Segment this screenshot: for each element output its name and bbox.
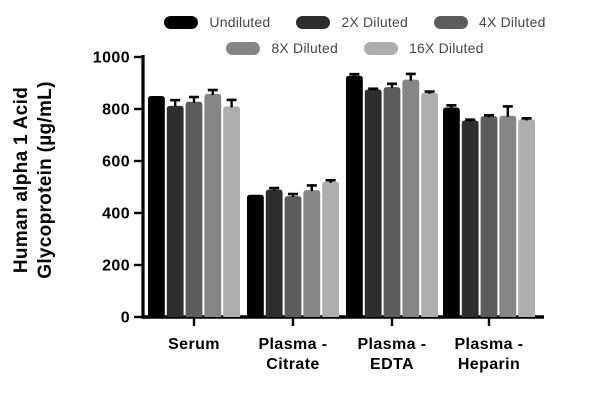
legend-item-8x-diluted: 8X Diluted <box>226 40 338 56</box>
x-label-plasma-edta: Plasma -EDTA <box>357 336 426 373</box>
bar-16x-diluted-serum <box>223 106 240 318</box>
legend-item-undiluted: Undiluted <box>164 14 270 30</box>
legend-label-16x-diluted: 16X Diluted <box>409 40 484 56</box>
bar-undiluted-plasma-edta <box>346 75 363 317</box>
bar-2x-diluted-plasma-edta <box>364 89 382 317</box>
legend-item-2x-diluted: 2X Diluted <box>296 14 408 30</box>
legend-row-1: Undiluted 2X Diluted 4X Diluted <box>164 14 545 30</box>
x-label-plasma-heparin: Plasma -Heparin <box>454 336 523 373</box>
y-tick-label-200: 200 <box>102 258 130 275</box>
bar-4x-diluted-plasma-edta <box>383 87 401 317</box>
bar-8x-diluted-serum <box>204 93 222 317</box>
y-tick-label-0: 0 <box>121 310 130 327</box>
y-tick-label-600: 600 <box>102 154 130 171</box>
legend-row-2: 8X Diluted 16X Diluted <box>226 40 483 56</box>
legend-label-8x-diluted: 8X Diluted <box>271 40 338 56</box>
x-label-serum: Serum <box>168 336 220 353</box>
bar-8x-diluted-plasma-edta <box>402 79 420 318</box>
bar-4x-diluted-plasma-heparin <box>480 116 498 317</box>
bar-2x-diluted-serum <box>166 105 184 317</box>
legend-label-4x-diluted: 4X Diluted <box>478 14 546 30</box>
x-label-plasma-citrate: Plasma -Citrate <box>258 336 327 373</box>
y-tick-label-1000: 1000 <box>93 50 130 67</box>
legend-swatch-undiluted <box>164 15 199 29</box>
bar-2x-diluted-plasma-citrate <box>265 189 283 317</box>
legend-swatch-2x-diluted <box>296 15 331 29</box>
y-tick-label-400: 400 <box>102 206 130 223</box>
legend-swatch-16x-diluted <box>364 41 398 55</box>
y-tick-label-800: 800 <box>102 102 130 119</box>
legend-swatch-4x-diluted <box>433 15 468 29</box>
bar-4x-diluted-serum <box>185 101 203 317</box>
bar-2x-diluted-plasma-heparin <box>461 120 479 317</box>
bar-undiluted-serum <box>148 96 165 317</box>
legend-swatch-8x-diluted <box>226 41 261 55</box>
chart-legend: Undiluted 2X Diluted 4X Diluted 8X Diluted 1… <box>135 14 575 56</box>
legend-item-4x-diluted: 4X Diluted <box>433 14 546 30</box>
bar-16x-diluted-plasma-heparin <box>518 119 535 318</box>
legend-label-undiluted: Undiluted <box>209 14 271 30</box>
bar-16x-diluted-plasma-citrate <box>322 181 339 317</box>
bar-undiluted-plasma-heparin <box>443 107 460 317</box>
bar-8x-diluted-plasma-heparin <box>499 115 517 317</box>
bar-4x-diluted-plasma-citrate <box>284 196 302 317</box>
bar-8x-diluted-plasma-citrate <box>303 190 321 317</box>
bar-16x-diluted-plasma-edta <box>421 92 438 317</box>
legend-label-2x-diluted: 2X Diluted <box>341 14 408 30</box>
legend-item-16x-diluted: 16X Diluted <box>364 40 484 56</box>
bar-undiluted-plasma-citrate <box>247 194 264 317</box>
